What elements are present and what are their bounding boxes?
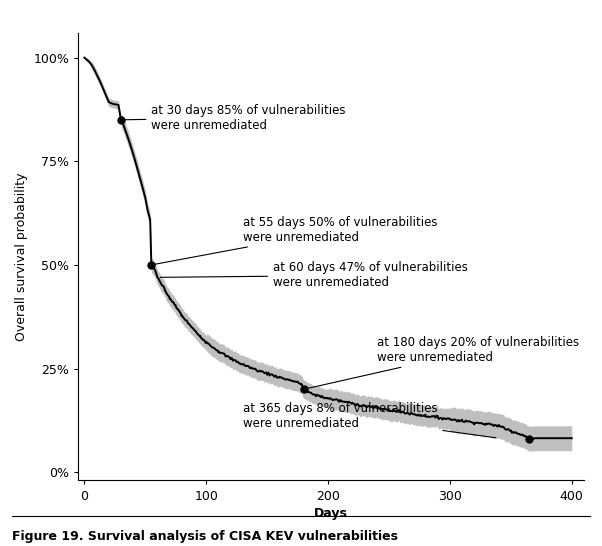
- Text: Figure 19. Survival analysis of CISA KEV vulnerabilities: Figure 19. Survival analysis of CISA KEV…: [12, 530, 398, 543]
- Text: at 365 days 8% of vulnerabilities
were unremediated: at 365 days 8% of vulnerabilities were u…: [243, 402, 496, 438]
- Text: at 30 days 85% of vulnerabilities
were unremediated: at 30 days 85% of vulnerabilities were u…: [123, 104, 346, 132]
- X-axis label: Days: Days: [314, 507, 348, 520]
- Text: at 180 days 20% of vulnerabilities
were unremediated: at 180 days 20% of vulnerabilities were …: [306, 336, 579, 389]
- Text: at 60 days 47% of vulnerabilities
were unremediated: at 60 days 47% of vulnerabilities were u…: [160, 262, 468, 289]
- Y-axis label: Overall survival probability: Overall survival probability: [15, 173, 28, 341]
- Text: at 55 days 50% of vulnerabilities
were unremediated: at 55 days 50% of vulnerabilities were u…: [154, 216, 437, 264]
